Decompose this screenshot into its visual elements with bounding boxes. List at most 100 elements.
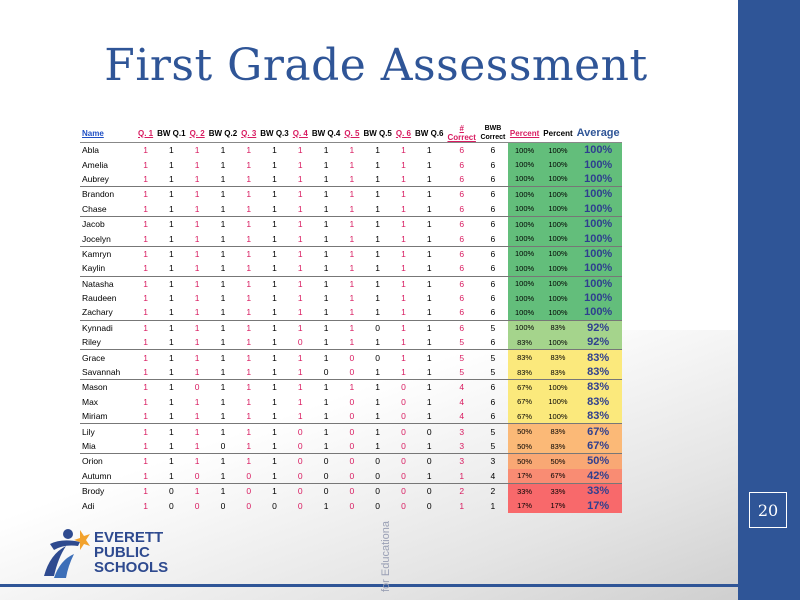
question-score: 1 — [290, 319, 310, 336]
question-score: 1 — [246, 411, 252, 422]
header-bwq1: BW Q.1 — [155, 124, 188, 143]
question-score: 1 — [272, 159, 277, 170]
table-row: Aubrey 1 1 1 1 1 1 1 1 1 1 1 1 6 6 100% 100% 100% — [80, 171, 622, 187]
question-score: 1 — [401, 173, 406, 184]
question-score: 1 — [272, 367, 277, 378]
question-score: 1 — [194, 293, 200, 304]
question-score: 1 — [187, 215, 207, 232]
question-score: 1 — [426, 367, 432, 378]
percent-2: 83% — [541, 438, 575, 454]
question-score: 1 — [413, 142, 446, 158]
question-score: 1 — [143, 263, 148, 274]
percent-2: 100% — [541, 157, 575, 172]
question-score: 1 — [194, 411, 200, 422]
question-score: 1 — [206, 319, 240, 336]
question-score: 1 — [342, 275, 362, 291]
percent-1: 83% — [507, 349, 542, 365]
question-score: 1 — [426, 337, 432, 348]
question-score: 0 — [413, 423, 446, 439]
percent-1: 100% — [507, 171, 542, 187]
question-score: 1 — [136, 186, 156, 202]
question-score: 1 — [143, 337, 148, 348]
student-name: Abla — [80, 142, 136, 158]
percent-2: 100% — [541, 394, 575, 410]
correct-count: 6 — [459, 263, 465, 274]
question-score: 1 — [143, 470, 148, 481]
question-score: 0 — [349, 367, 355, 378]
question-score: 1 — [258, 379, 291, 395]
student-name: Kamryn — [80, 245, 136, 262]
question-score: 0 — [155, 482, 188, 499]
bw-correct-count: 6 — [490, 263, 496, 274]
question-score: 1 — [168, 367, 174, 378]
question-score: 1 — [290, 245, 310, 262]
question-score: 0 — [342, 349, 362, 365]
question-score: 1 — [206, 453, 240, 469]
table-row: Raudeen 1 1 1 1 1 1 1 1 1 1 1 1 6 6 100% 100% 100% — [80, 290, 622, 306]
percent-1: 83% — [507, 364, 542, 380]
bw-correct-count: 6 — [490, 396, 496, 407]
question-score: 1 — [413, 275, 446, 291]
student-name: Zachary — [82, 307, 113, 318]
question-score: 1 — [297, 263, 303, 274]
percent-1: 100% — [507, 245, 542, 262]
bw-correct-count: 6 — [490, 173, 496, 184]
student-name: Chase — [82, 203, 107, 214]
question-score: 1 — [393, 186, 414, 202]
question-score: 1 — [272, 293, 277, 304]
question-score: 1 — [187, 245, 207, 262]
question-score: 1 — [349, 337, 355, 348]
percent-2: 100% — [541, 142, 575, 158]
question-score: 1 — [323, 173, 329, 184]
vertical-caption: for Educationa — [380, 521, 392, 592]
percent-1: 50% — [507, 453, 542, 469]
correct-count: 6 — [445, 186, 478, 202]
question-score: 1 — [309, 275, 343, 291]
correct-count: 5 — [445, 349, 478, 365]
percent-1: 100% — [507, 231, 542, 247]
question-score: 1 — [136, 319, 156, 336]
correct-count: 3 — [445, 453, 478, 469]
question-score: 1 — [136, 482, 156, 499]
question-score: 1 — [401, 367, 406, 378]
question-score: 0 — [220, 441, 226, 451]
question-score: 1 — [290, 349, 310, 365]
correct-count: 6 — [445, 245, 478, 262]
question-score: 1 — [297, 411, 303, 422]
question-score: 0 — [361, 349, 394, 365]
question-score: 1 — [290, 215, 310, 232]
question-score: 1 — [246, 203, 252, 214]
question-score: 1 — [220, 367, 226, 378]
question-score: 1 — [168, 411, 174, 422]
question-score: 1 — [375, 173, 381, 184]
table-row: Kamryn 1 1 1 1 1 1 1 1 1 1 1 1 6 6 100% 100% 100% — [80, 245, 622, 262]
correct-count: 1 — [459, 470, 465, 481]
question-score: 1 — [168, 203, 174, 214]
question-score: 1 — [297, 173, 303, 184]
question-score: 0 — [401, 441, 406, 451]
question-score: 1 — [375, 293, 381, 304]
student-name: Brody — [80, 482, 136, 499]
percent-2: 100% — [541, 335, 575, 350]
question-score: 0 — [393, 482, 414, 499]
question-score: 1 — [393, 215, 414, 232]
header-bwq6: BW Q.6 — [413, 124, 446, 143]
question-score: 0 — [309, 453, 343, 469]
question-score: 0 — [401, 396, 406, 407]
header-bwq4: BW Q.4 — [309, 124, 343, 143]
question-score: 1 — [187, 275, 207, 291]
question-score: 1 — [155, 349, 188, 365]
question-score: 0 — [290, 423, 310, 439]
percent-2: 33% — [541, 482, 575, 499]
table-row: Riley 1 1 1 1 1 1 0 1 1 1 1 1 5 6 83% 100% 92% — [80, 335, 622, 350]
percent-2: 100% — [541, 231, 575, 247]
question-score: 0 — [323, 470, 329, 481]
table-row: Brandon 1 1 1 1 1 1 1 1 1 1 1 1 6 6 100% 100% 100% — [80, 186, 622, 202]
correct-count: 6 — [445, 319, 478, 336]
correct-count: 5 — [459, 337, 465, 348]
question-score: 1 — [323, 159, 329, 170]
question-score: 1 — [426, 441, 432, 451]
correct-count: 6 — [459, 173, 465, 184]
question-score: 0 — [239, 482, 259, 499]
question-score: 1 — [413, 215, 446, 232]
